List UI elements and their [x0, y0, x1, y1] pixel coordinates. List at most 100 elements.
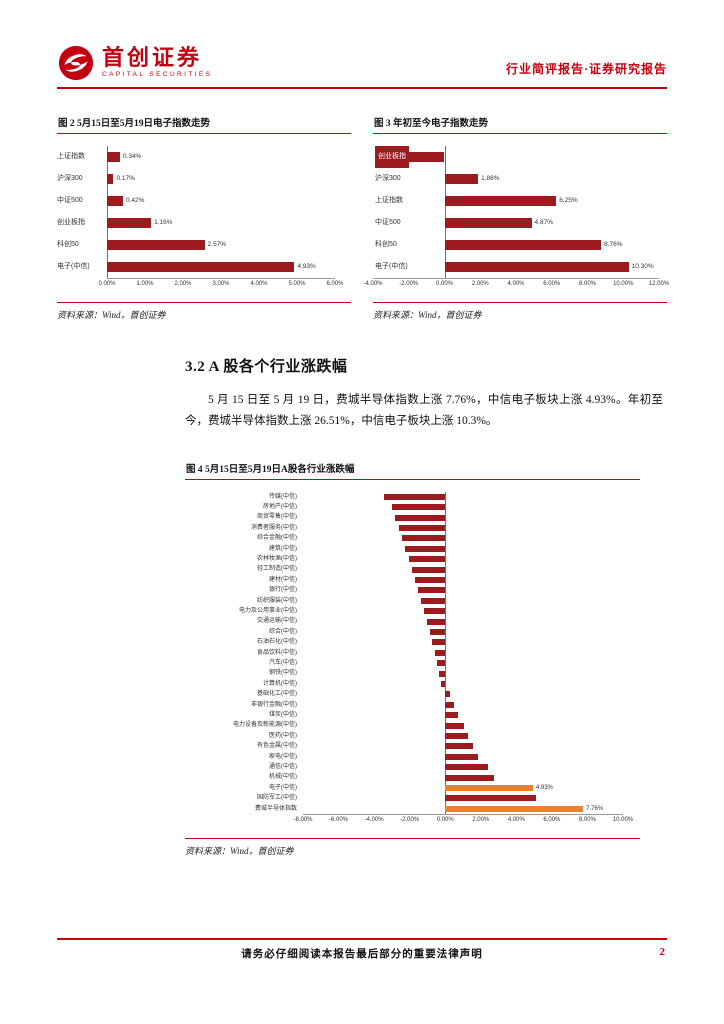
chart-bar [445, 795, 536, 802]
value-label: 4.87% [534, 219, 553, 226]
section-heading: 3.2 A 股各个行业涨跌幅 [185, 359, 348, 375]
company-logo: 首创证券 CAPITAL SECURITIES [57, 44, 212, 82]
x-tick-label: -8.00% [293, 816, 313, 823]
figure-3-source: 资料来源：Wind，首创证券 [373, 310, 482, 320]
chart-bar [445, 784, 533, 791]
x-tick-label: -6.00% [329, 816, 349, 823]
category-label: 费城半导体指数 [254, 805, 297, 812]
category-label: 上证指数 [57, 153, 85, 160]
chart-bar [444, 174, 479, 184]
category-label: 创业板指 [57, 219, 85, 226]
header-divider [57, 87, 667, 89]
x-tick-label: 10.00% [612, 816, 634, 823]
category-label: 传媒(中信) [269, 493, 297, 500]
chart-bar [437, 660, 446, 667]
figure-2: 图 2 5月15日至5月19日电子指数走势 0.00% 1.00% 2.00% 3.0… [57, 113, 351, 321]
x-tick-label: 1.00% [136, 281, 154, 287]
category-label: 食品饮料(中信) [257, 649, 297, 656]
category-label: 上证指数 [375, 197, 403, 204]
chart-bar [107, 240, 205, 250]
value-label: 0.17% [116, 175, 135, 182]
x-tick-label: 8.00% [578, 281, 597, 287]
value-label: 0.34% [122, 153, 142, 160]
page-number: 2 [659, 945, 666, 958]
chart-bar [439, 670, 446, 677]
x-axis-line [107, 278, 335, 279]
value-label: 8.76% [604, 241, 623, 248]
chart-bar [405, 545, 446, 552]
chart-bar [445, 701, 454, 708]
chart-bar [445, 712, 458, 719]
chart-bar [107, 218, 152, 228]
category-label: 建材(中信) [269, 576, 297, 583]
value-label: 6.25% [559, 197, 578, 204]
x-tick-label: 6.00% [543, 281, 561, 287]
figure-4: 图 4 5月15日至5月19日A股各行业涨跌幅 -8.00% -6.00% -4.0… [185, 459, 640, 857]
x-tick-label: 2.00% [174, 281, 192, 287]
category-label: 消费者服务(中信) [251, 524, 297, 531]
chart-bar [444, 240, 602, 250]
category-label: 非银行金融(中信) [251, 701, 297, 708]
category-label: 煤炭(中信) [269, 711, 297, 718]
figure-3-top-rule [373, 133, 667, 134]
x-tick-label: 10.00% [613, 281, 634, 287]
x-tick-label: 2.00% [471, 281, 489, 287]
category-label: 沪深300 [375, 175, 401, 182]
category-label: 综合金融(中信) [257, 535, 297, 542]
category-label: 钢铁(中信) [269, 670, 297, 677]
chart-bar [421, 597, 446, 604]
zero-axis-line [107, 146, 108, 278]
chart-bar [444, 218, 532, 228]
x-tick-label: 5.00% [288, 281, 306, 287]
x-tick-label: 12.00% [648, 281, 670, 287]
figure-4-source: 资料来源：Wind，首创证券 [185, 845, 294, 856]
chart-bar [398, 524, 446, 531]
page-header: 首创证券 CAPITAL SECURITIES 行业简评报告·证券研究报告 [57, 0, 667, 82]
figure-2-top-rule [57, 133, 351, 134]
x-tick-label: 8.00% [578, 816, 596, 823]
figure-4-bottom-rule [185, 837, 640, 839]
brand-name-en: CAPITAL SECURITIES [102, 71, 213, 79]
chart-bar [408, 556, 446, 563]
chart-bar [107, 262, 295, 272]
chart-bar [434, 649, 446, 656]
zero-axis-line [444, 146, 446, 278]
category-label: 医药(中信) [269, 732, 297, 739]
category-label: 科创50 [375, 241, 397, 248]
capital-securities-logo-icon [58, 45, 94, 81]
category-label: 综合(中信) [269, 628, 297, 635]
x-tick-label: 3.00% [212, 281, 230, 287]
category-label: 机械(中信) [269, 774, 297, 781]
x-tick-label: -2.00% [400, 816, 420, 823]
category-label: 电子(中信) [269, 784, 297, 791]
chart-bar [445, 732, 469, 739]
figure-4-title: 图 4 5月15日至5月19日A股各行业涨跌幅 [186, 464, 355, 475]
chart-bar [429, 628, 446, 635]
x-tick-label: 0.00% [436, 816, 454, 823]
figure-4-top-rule [185, 478, 640, 480]
brand-name-cn: 首创证券 [102, 45, 203, 71]
x-tick-label: 0.00% [435, 281, 454, 287]
chart-bar [444, 196, 557, 206]
chart-bar [441, 680, 446, 687]
x-tick-label: 6.00% [326, 281, 344, 287]
chart-bar [107, 196, 123, 206]
chart-bar [389, 152, 445, 162]
x-tick-label: -2.00% [399, 281, 419, 287]
category-label: 石油石化(中信) [257, 639, 297, 646]
category-label: 中证500 [57, 197, 83, 204]
value-label: 1.88% [481, 175, 500, 182]
value-label: 1.16% [154, 219, 173, 226]
category-label: 房地产(中信) [263, 503, 297, 510]
brand-text: 首创证券 CAPITAL SECURITIES [102, 47, 212, 79]
chart-bar [392, 504, 446, 511]
page-footer: 请务必仔细阅读本报告最后部分的重要法律声明 2 [57, 938, 667, 961]
chart-bar [424, 608, 446, 615]
category-label: 中证500 [375, 219, 401, 226]
chart-bar [445, 805, 584, 812]
chart-bar [395, 514, 446, 521]
category-label: 农林牧渔(中信) [257, 555, 297, 562]
chart-bar [444, 262, 629, 272]
value-label: 4.93% [535, 784, 553, 791]
category-label: 交通运输(中信) [257, 618, 297, 625]
